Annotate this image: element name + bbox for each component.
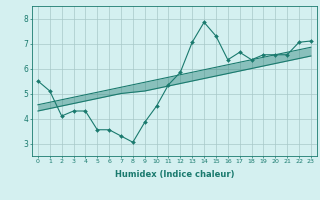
X-axis label: Humidex (Indice chaleur): Humidex (Indice chaleur) [115, 170, 234, 179]
